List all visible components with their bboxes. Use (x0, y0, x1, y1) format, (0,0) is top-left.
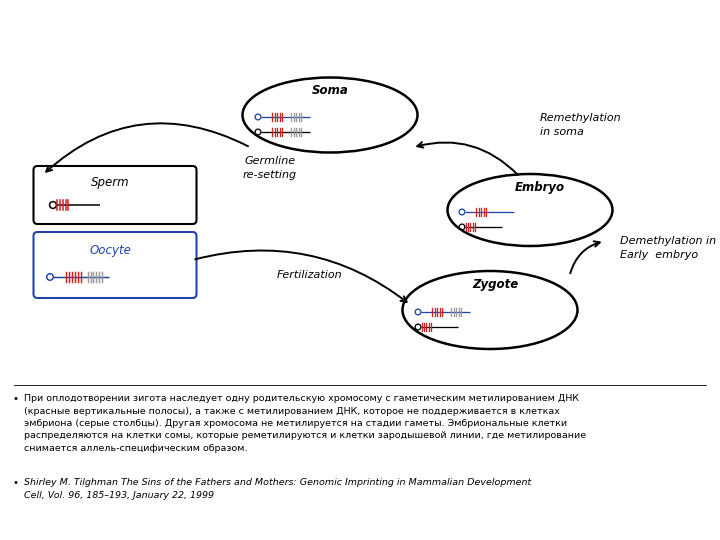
Text: Remethylation
in soma: Remethylation in soma (540, 113, 621, 137)
Text: Demethylation in
Early  embryo: Demethylation in Early embryo (620, 237, 716, 260)
FancyBboxPatch shape (34, 166, 197, 224)
Text: Sperm: Sperm (91, 176, 130, 189)
Text: распределяются на клетки сомы, которые реметилируются и клетки зародышевой линии: распределяются на клетки сомы, которые р… (24, 431, 586, 441)
Text: При оплодотворении зигота наследует одну родительскую хромосому с гаметическим м: При оплодотворении зигота наследует одну… (24, 394, 579, 403)
Ellipse shape (243, 78, 418, 152)
Text: •: • (12, 394, 18, 404)
Text: Zygote: Zygote (472, 278, 518, 291)
Text: эмбриона (серые столбцы). Другая хромосома не метилируется на стадии гаметы. Эмб: эмбриона (серые столбцы). Другая хромосо… (24, 419, 567, 428)
Ellipse shape (402, 271, 577, 349)
FancyBboxPatch shape (34, 232, 197, 298)
Ellipse shape (448, 174, 613, 246)
Text: Oocyte: Oocyte (89, 244, 131, 257)
Text: (красные вертикальные полосы), а также с метилированием ДНК, которое не поддержи: (красные вертикальные полосы), а также с… (24, 407, 560, 415)
Text: Germline
re-setting: Germline re-setting (243, 157, 297, 180)
Text: Shirley M. Tilghman The Sins of the Fathers and Mothers: Genomic Imprinting in M: Shirley M. Tilghman The Sins of the Fath… (24, 478, 531, 487)
Text: Cell, Vol. 96, 185–193, January 22, 1999: Cell, Vol. 96, 185–193, January 22, 1999 (24, 490, 214, 500)
Text: Embryo: Embryo (515, 181, 565, 194)
Text: •: • (12, 478, 18, 488)
Text: Fertilization: Fertilization (277, 270, 343, 280)
Text: снимается аллель-специфическим образом.: снимается аллель-специфическим образом. (24, 444, 248, 453)
Text: Soma: Soma (312, 84, 348, 98)
